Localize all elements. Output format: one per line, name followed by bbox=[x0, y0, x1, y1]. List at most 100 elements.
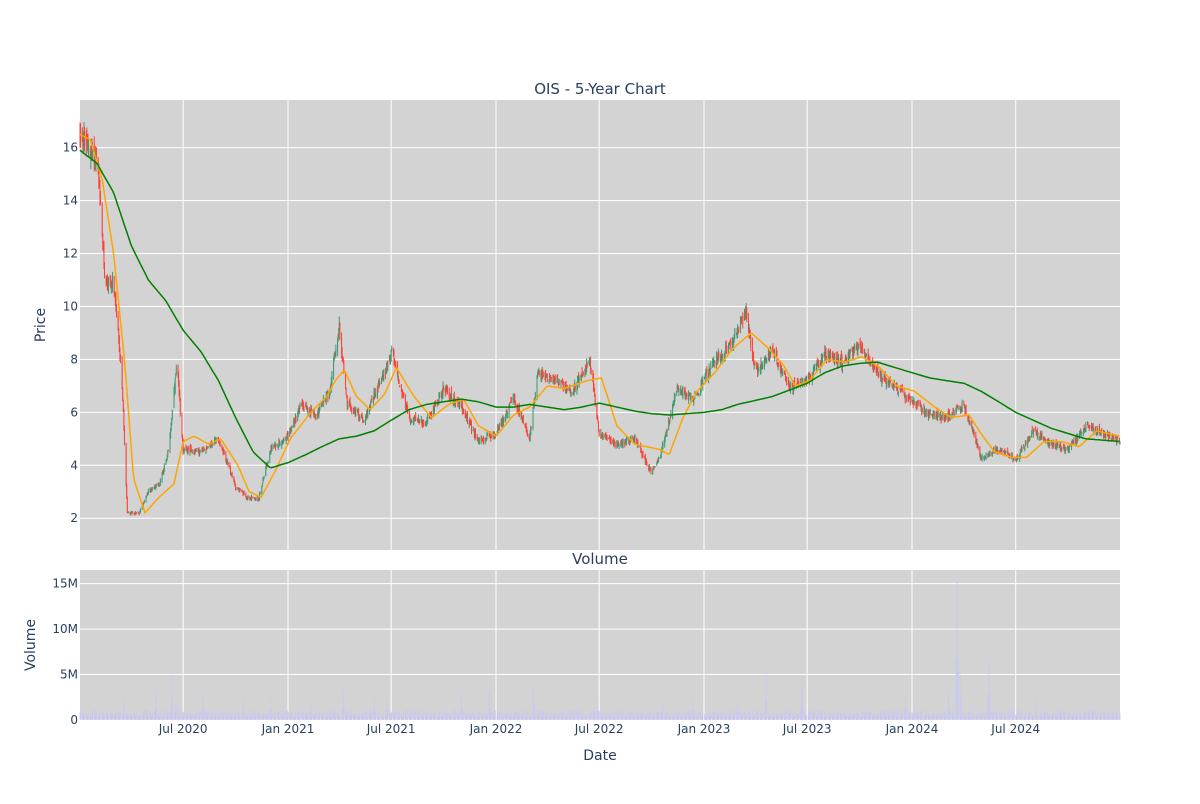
volume-bar bbox=[542, 710, 544, 720]
volume-bar bbox=[597, 710, 599, 720]
volume-bar bbox=[616, 716, 618, 720]
candle-body bbox=[146, 493, 148, 496]
volume-bar bbox=[297, 711, 299, 720]
candle-body bbox=[924, 409, 925, 416]
volume-bar bbox=[482, 713, 484, 720]
volume-bar bbox=[825, 714, 827, 720]
candle-body bbox=[856, 342, 858, 350]
volume-bar bbox=[1001, 712, 1002, 720]
candle-body bbox=[793, 382, 795, 390]
candle-body bbox=[805, 380, 806, 382]
candle-body bbox=[549, 377, 550, 379]
volume-bar bbox=[417, 710, 419, 720]
volume-bar bbox=[1076, 715, 1078, 720]
candle-body bbox=[487, 434, 488, 436]
volume-bar bbox=[213, 714, 215, 720]
volume-bar bbox=[237, 711, 239, 720]
volume-bar bbox=[162, 714, 164, 720]
candle-body bbox=[319, 405, 321, 409]
candle-body bbox=[714, 363, 716, 365]
volume-bar bbox=[464, 713, 466, 720]
volume-bar bbox=[1072, 710, 1074, 720]
volume-bar bbox=[1055, 715, 1057, 720]
volume-bar bbox=[480, 712, 482, 720]
volume-bar bbox=[206, 716, 207, 720]
volume-bar bbox=[628, 715, 630, 720]
volume-bar bbox=[544, 716, 546, 720]
volume-bar bbox=[1001, 710, 1003, 720]
volume-bar bbox=[530, 714, 532, 720]
candle-body bbox=[594, 389, 595, 397]
candle-body bbox=[174, 378, 176, 391]
volume-bar bbox=[398, 710, 400, 720]
candle-body bbox=[522, 417, 524, 423]
candle-body bbox=[90, 152, 92, 161]
volume-bar bbox=[919, 715, 921, 720]
candle-body bbox=[542, 371, 544, 377]
volume-bar bbox=[744, 711, 745, 720]
volume-bar bbox=[708, 712, 709, 720]
candle-body bbox=[1119, 442, 1121, 444]
candle-body bbox=[685, 394, 687, 397]
volume-bar bbox=[804, 716, 806, 720]
volume-bar bbox=[634, 712, 636, 720]
volume-bar bbox=[1097, 710, 1099, 720]
candle-body bbox=[1035, 429, 1037, 432]
volume-bar bbox=[609, 714, 611, 720]
candle-body bbox=[995, 448, 997, 451]
volume-bar bbox=[618, 714, 619, 720]
volume-bar bbox=[724, 713, 725, 720]
candle-body bbox=[584, 370, 586, 373]
volume-bar bbox=[593, 714, 595, 720]
volume-bar bbox=[773, 710, 775, 720]
candle-body bbox=[102, 235, 104, 248]
candle-body bbox=[1001, 450, 1002, 451]
candle-body bbox=[889, 379, 891, 383]
volume-bar bbox=[1069, 710, 1071, 720]
candle-body bbox=[1060, 445, 1062, 450]
candle-body bbox=[1027, 439, 1029, 446]
volume-y-tick-label: 15M bbox=[52, 577, 78, 591]
volume-bar bbox=[996, 710, 998, 720]
candle-body bbox=[448, 392, 450, 399]
candle-body bbox=[1072, 442, 1074, 444]
candle-body bbox=[640, 445, 642, 451]
candle-body bbox=[904, 394, 906, 400]
volume-bar bbox=[892, 710, 894, 720]
volume-bar bbox=[850, 714, 851, 720]
volume-bar bbox=[123, 710, 125, 720]
candle-body bbox=[346, 395, 348, 397]
volume-bar bbox=[124, 698, 125, 720]
candle-body bbox=[317, 412, 319, 416]
volume-bar bbox=[752, 713, 754, 720]
volume-bar bbox=[674, 710, 676, 720]
candle-body bbox=[1032, 432, 1034, 434]
volume-bar bbox=[1119, 715, 1120, 720]
candle-body bbox=[275, 444, 276, 448]
candle-body bbox=[422, 423, 424, 425]
candle-body bbox=[199, 451, 201, 453]
volume-bar bbox=[444, 711, 446, 720]
volume-bar bbox=[696, 712, 698, 720]
volume-bar bbox=[776, 713, 778, 720]
volume-bar bbox=[484, 710, 486, 720]
price-plot-area bbox=[80, 100, 1120, 550]
volume-bar bbox=[662, 702, 663, 720]
volume-bar bbox=[566, 716, 568, 720]
candle-body bbox=[685, 393, 687, 396]
volume-bar bbox=[964, 713, 965, 720]
candle-body bbox=[486, 434, 488, 439]
volume-bar bbox=[745, 715, 747, 720]
volume-bar bbox=[907, 712, 909, 720]
volume-bar bbox=[794, 711, 796, 720]
volume-bar bbox=[692, 698, 694, 720]
volume-bar bbox=[701, 715, 703, 720]
candle-body bbox=[461, 403, 463, 413]
candle-body bbox=[103, 244, 105, 266]
volume-bar bbox=[452, 710, 454, 720]
candle-body bbox=[638, 445, 639, 447]
volume-bar bbox=[333, 714, 335, 720]
volume-bar bbox=[459, 715, 460, 720]
volume-bar bbox=[829, 716, 831, 720]
volume-bar bbox=[125, 713, 127, 720]
